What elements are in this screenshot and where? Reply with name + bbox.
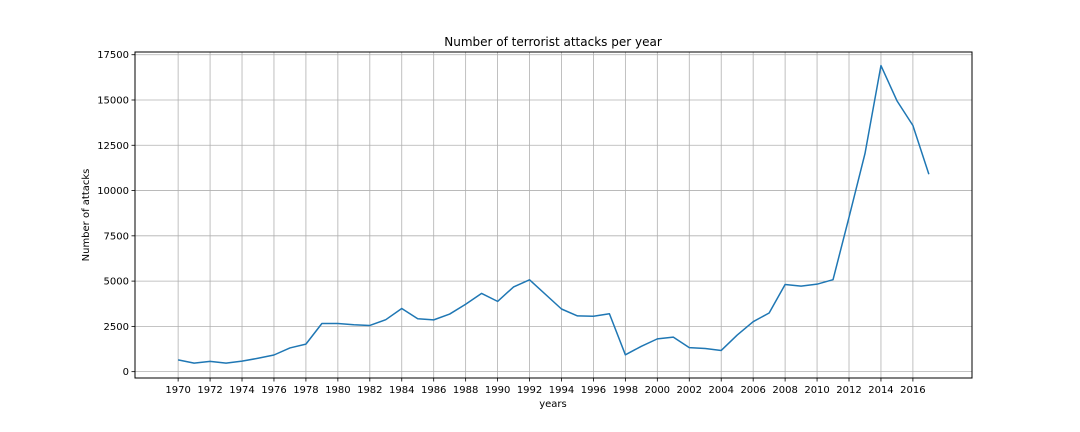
x-axis-label: years xyxy=(539,399,567,410)
y-axis: 0 2500 5000 7500 10000 12500 15000 17500 xyxy=(97,50,135,378)
y-tick-label: 12500 xyxy=(97,141,129,152)
x-tick-label: 2012 xyxy=(836,385,861,396)
y-tick-label: 0 xyxy=(123,367,129,378)
x-tick-label: 2016 xyxy=(900,385,925,396)
x-tick-label: 1996 xyxy=(581,385,606,396)
y-axis-label: Number of attacks xyxy=(81,169,92,262)
x-tick-label: 2000 xyxy=(645,385,670,396)
x-tick-label: 1990 xyxy=(485,385,510,396)
x-tick-label: 1988 xyxy=(453,385,478,396)
x-tick-label: 1992 xyxy=(517,385,542,396)
x-tick-label: 1986 xyxy=(421,385,446,396)
x-axis: 1970 1972 1974 1976 1978 1980 1982 1984 1986 1988… xyxy=(165,378,926,396)
series-group xyxy=(177,64,930,364)
chart-title: Number of terrorist attacks per year xyxy=(444,35,662,49)
x-tick-label: 2014 xyxy=(868,385,893,396)
x-tick-label: 1976 xyxy=(261,385,286,396)
grid-lines xyxy=(135,52,972,378)
y-tick-label: 17500 xyxy=(97,50,129,61)
y-tick-label: 15000 xyxy=(97,95,129,106)
x-tick-label: 1994 xyxy=(549,385,574,396)
x-tick-label: 1984 xyxy=(389,385,414,396)
x-tick-label: 1970 xyxy=(165,385,190,396)
plot-frame xyxy=(134,51,973,379)
x-tick-label: 2008 xyxy=(772,385,797,396)
x-tick-label: 2004 xyxy=(708,385,733,396)
x-tick-label: 2010 xyxy=(804,385,829,396)
x-tick-label: 1982 xyxy=(357,385,382,396)
x-tick-label: 1974 xyxy=(229,385,254,396)
x-tick-label: 2006 xyxy=(740,385,765,396)
y-tick-label: 5000 xyxy=(104,277,129,288)
series-line xyxy=(177,64,930,364)
y-tick-label: 10000 xyxy=(97,186,129,197)
x-tick-label: 1980 xyxy=(325,385,350,396)
y-tick-label: 7500 xyxy=(104,231,129,242)
x-tick-label: 1998 xyxy=(613,385,638,396)
x-tick-label: 1978 xyxy=(293,385,318,396)
y-tick-label: 2500 xyxy=(104,322,129,333)
x-tick-label: 2002 xyxy=(677,385,702,396)
x-tick-label: 1972 xyxy=(197,385,222,396)
